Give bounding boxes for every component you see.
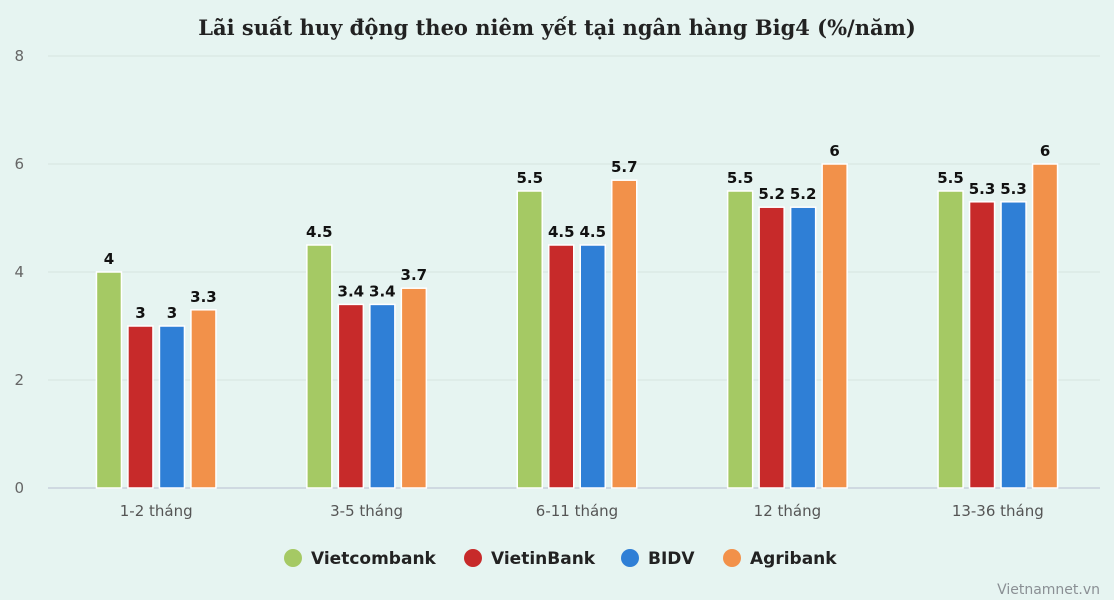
data-labels: 43 33.34.53.4 3.43.75.54.5 4.55.75.55.2 5.26…	[104, 142, 1051, 322]
legend-marker	[621, 549, 639, 567]
legend-marker	[284, 549, 302, 567]
bar-vietinbank-2	[548, 244, 575, 489]
data-label: 3	[135, 304, 145, 322]
data-label: 4.5	[548, 223, 575, 241]
x-tick-label: 1-2 tháng	[120, 502, 193, 520]
bar-agribank-0	[190, 309, 217, 489]
bar-agribank-1	[400, 287, 428, 489]
legend-item-bidv[interactable]: BIDV	[621, 549, 695, 569]
data-label: 5.3	[1000, 180, 1027, 198]
data-label: 5.2	[790, 185, 817, 203]
source-credit: Vietnamnet.vn	[997, 582, 1100, 598]
bar-bidv-3	[789, 206, 817, 489]
bar-bidv-0	[158, 325, 186, 489]
y-tick-label: 2	[14, 371, 24, 389]
bars	[95, 163, 1059, 489]
y-axis-ticks: 0 2 4 6 8	[14, 47, 24, 497]
data-label: 3	[167, 304, 177, 322]
data-label: 5.5	[516, 169, 543, 187]
chart-title: Lãi suất huy động theo niêm yết tại ngân…	[198, 15, 916, 40]
data-label: 3.4	[338, 282, 365, 300]
data-label: 6	[1040, 142, 1050, 160]
data-label: 6	[829, 142, 839, 160]
bar-bidv-4	[1000, 201, 1027, 489]
data-label: 4.5	[306, 223, 333, 241]
legend-label: Vietcombank	[311, 549, 437, 569]
legend-label: VietinBank	[491, 549, 596, 569]
data-label: 5.5	[727, 169, 754, 187]
bar-vietinbank-4	[968, 201, 996, 489]
x-tick-label: 13-36 tháng	[952, 502, 1044, 520]
data-label: 5.5	[937, 169, 964, 187]
data-label: 5.7	[611, 158, 638, 176]
data-label: 4.5	[579, 223, 606, 241]
legend-label: Agribank	[750, 549, 837, 569]
bar-vietcombank-0	[95, 271, 123, 489]
legend-label: BIDV	[648, 549, 695, 569]
data-label: 5.2	[758, 185, 785, 203]
y-tick-label: 6	[14, 155, 24, 173]
bar-agribank-3	[821, 163, 848, 489]
x-tick-label: 6-11 tháng	[536, 502, 618, 520]
x-tick-label: 3-5 tháng	[330, 502, 403, 520]
bar-vietcombank-3	[726, 190, 754, 489]
x-axis-ticks: 1-2 tháng 3-5 tháng 6-11 tháng 12 tháng 13-3…	[120, 502, 1044, 520]
legend-marker	[464, 549, 482, 567]
legend-item-agribank[interactable]: Agribank	[723, 549, 837, 569]
bar-vietcombank-1	[306, 244, 333, 489]
legend-item-vietinbank[interactable]: VietinBank	[464, 549, 596, 569]
bar-agribank-4	[1031, 163, 1059, 489]
data-label: 5.3	[969, 180, 996, 198]
x-tick-label: 12 tháng	[754, 502, 821, 520]
y-tick-label: 0	[14, 479, 24, 497]
legend-item-vietcombank[interactable]: Vietcombank	[284, 549, 437, 569]
bar-vietinbank-1	[337, 303, 365, 489]
legend: Vietcombank VietinBank BIDV Agribank	[284, 549, 837, 569]
y-tick-label: 4	[14, 263, 24, 281]
data-label: 3.4	[369, 282, 396, 300]
bar-vietinbank-0	[127, 325, 154, 489]
bar-vietinbank-3	[758, 206, 785, 489]
data-label: 4	[104, 250, 114, 268]
bar-bidv-2	[579, 244, 606, 489]
data-label: 3.3	[190, 288, 217, 306]
bar-bidv-1	[369, 303, 396, 489]
data-label: 3.7	[401, 266, 428, 284]
bar-vietcombank-2	[516, 190, 543, 489]
y-tick-label: 8	[14, 47, 24, 65]
bar-vietcombank-4	[937, 190, 964, 489]
legend-marker	[723, 549, 741, 567]
bar-agribank-2	[611, 179, 638, 489]
